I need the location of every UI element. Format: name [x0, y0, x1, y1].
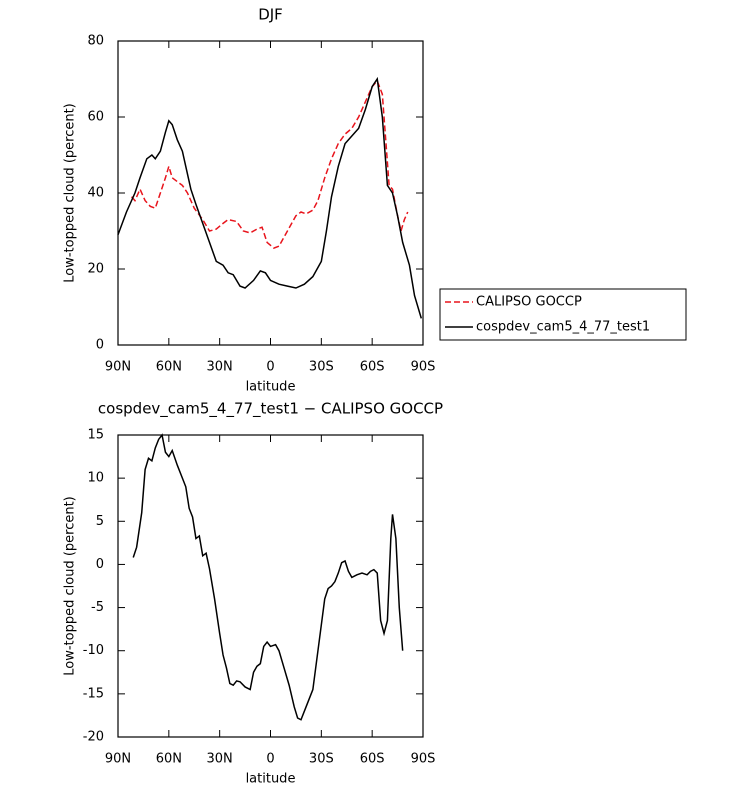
series-line — [117, 76, 423, 319]
chart-title: cospdev_cam5_4_77_test1 − CALIPSO GOCCP — [98, 400, 443, 419]
x-tick-label: 90S — [411, 360, 436, 375]
series-line — [132, 433, 404, 721]
y-tick-label: -5 — [91, 600, 104, 615]
x-tick-label: 30N — [207, 752, 233, 767]
x-tick-label: 30N — [207, 360, 233, 375]
y-tick-label: 10 — [87, 471, 104, 486]
y-tick-label: 0 — [96, 557, 104, 572]
x-tick-label: 60N — [156, 360, 182, 375]
y-tick-label: 5 — [96, 514, 104, 529]
y-tick-label: 0 — [96, 338, 104, 353]
y-tick-label: 15 — [87, 428, 104, 443]
y-tick-label: 80 — [87, 34, 104, 49]
x-tick-label: 90N — [105, 752, 131, 767]
y-tick-label: -10 — [83, 643, 104, 658]
x-tick-label: 90N — [105, 360, 131, 375]
y-tick-label: 60 — [87, 110, 104, 125]
chart-title: DJF — [258, 6, 283, 24]
legend-label: CALIPSO GOCCP — [476, 295, 582, 310]
y-axis-label: Low-topped cloud (percent) — [63, 496, 78, 676]
y-tick-label: 20 — [87, 262, 104, 277]
y-tick-label: 40 — [87, 186, 104, 201]
y-axis-label: Low-topped cloud (percent) — [63, 103, 78, 283]
x-tick-label: 60N — [156, 752, 182, 767]
x-tick-label: 60S — [360, 360, 385, 375]
x-tick-label: 30S — [309, 752, 334, 767]
x-tick-label: 90S — [411, 752, 436, 767]
x-axis-label: latitude — [246, 772, 296, 787]
legend-label: cospdev_cam5_4_77_test1 — [476, 320, 650, 335]
x-tick-label: 60S — [360, 752, 385, 767]
x-axis-label: latitude — [246, 380, 296, 395]
x-tick-label: 30S — [309, 360, 334, 375]
legend-box — [439, 288, 687, 341]
x-tick-label: 0 — [266, 360, 274, 375]
plot-frame — [117, 434, 424, 738]
plot-frame — [117, 40, 424, 346]
x-tick-label: 0 — [266, 752, 274, 767]
y-tick-label: -15 — [83, 686, 104, 701]
y-tick-label: -20 — [83, 730, 104, 745]
